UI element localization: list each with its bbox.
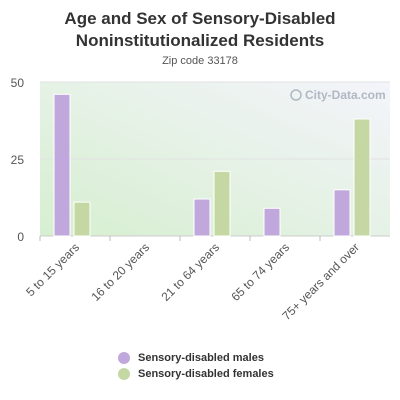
bar-females xyxy=(73,201,91,237)
bar-males xyxy=(263,207,281,237)
legend-swatch-males xyxy=(118,352,130,364)
x-tick-label: 75+ years and over xyxy=(279,240,362,323)
legend-label-females: Sensory-disabled females xyxy=(138,368,274,380)
y-tick-label: 25 xyxy=(11,153,25,167)
x-tick-label: 21 to 64 years xyxy=(158,240,222,304)
chart-title-line2: Noninstitutionalized Residents xyxy=(75,31,325,50)
chart-title: Age and Sex of Sensory-Disabled Noninsti… xyxy=(0,8,400,52)
bar-females xyxy=(353,118,371,237)
watermark: City-Data.com xyxy=(290,88,386,102)
watermark-text: City-Data.com xyxy=(305,88,386,102)
bar-chart: City-Data.com 0 25 50 5 to 15 years 16 to 2… xyxy=(11,76,390,323)
legend: Sensory-disabled males Sensory-disabled … xyxy=(118,350,274,382)
x-tick-label: 5 to 15 years xyxy=(23,240,82,299)
y-tick-label: 50 xyxy=(11,76,25,90)
bar-males xyxy=(193,198,211,237)
legend-swatch-females xyxy=(118,368,130,380)
x-tick-label: 65 to 74 years xyxy=(228,240,292,304)
watermark-icon xyxy=(290,89,302,101)
bar-males xyxy=(53,93,71,237)
legend-item-females: Sensory-disabled females xyxy=(118,366,274,382)
legend-label-males: Sensory-disabled males xyxy=(138,352,264,364)
chart-title-line1: Age and Sex of Sensory-Disabled xyxy=(64,9,336,28)
bar-males xyxy=(333,189,351,237)
legend-item-males: Sensory-disabled males xyxy=(118,350,274,366)
bar-females xyxy=(213,170,231,237)
y-tick-label: 0 xyxy=(17,230,24,244)
x-tick-label: 16 to 20 years xyxy=(88,240,152,304)
chart-subtitle: Zip code 33178 xyxy=(162,55,238,67)
